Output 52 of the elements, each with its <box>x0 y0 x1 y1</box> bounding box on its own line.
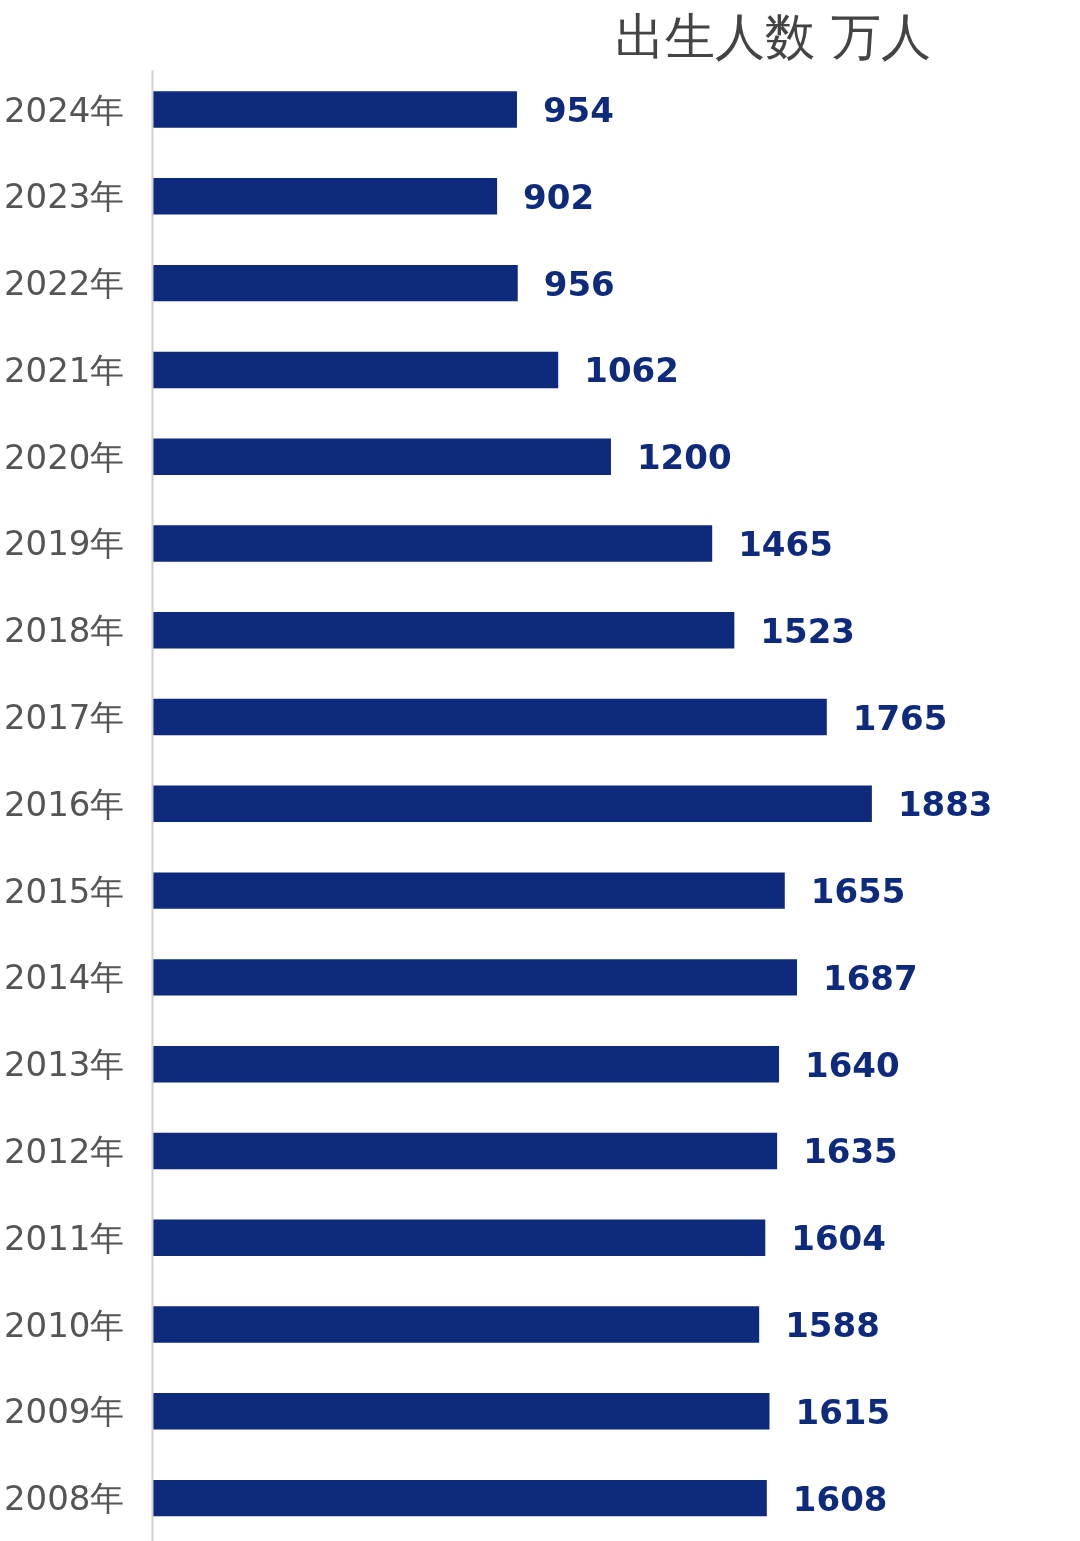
data-label: 1465 <box>738 523 833 564</box>
data-label: 954 <box>542 90 614 131</box>
bar <box>152 525 713 562</box>
y-tick-label: 2022年 <box>3 263 125 304</box>
data-label: 1655 <box>810 871 906 912</box>
data-label: 902 <box>523 176 595 217</box>
y-tick-label: 2017年 <box>3 697 125 738</box>
bar <box>152 1393 770 1430</box>
bar <box>152 178 498 215</box>
y-tick-label: 2008年 <box>3 1478 125 1519</box>
y-tick-label: 2020年 <box>3 436 125 477</box>
y-tick-label: 2018年 <box>3 610 125 651</box>
y-tick-label: 2016年 <box>3 783 125 824</box>
bar <box>152 785 872 823</box>
data-label: 956 <box>543 263 615 304</box>
data-label: 1588 <box>785 1305 880 1346</box>
y-tick-label: 2014年 <box>3 957 125 998</box>
bar <box>152 872 785 909</box>
y-tick-label: 2010年 <box>3 1304 125 1345</box>
y-tick-label: 2011年 <box>3 1217 125 1258</box>
bar <box>152 351 559 389</box>
y-tick-label: 2013年 <box>3 1044 125 1085</box>
bar <box>152 612 735 649</box>
bar <box>152 264 518 302</box>
data-label: 1615 <box>795 1391 891 1432</box>
y-tick-label: 2023年 <box>3 176 125 217</box>
bar <box>152 959 797 996</box>
data-label: 1604 <box>791 1218 886 1259</box>
bar <box>152 1479 767 1517</box>
bar <box>152 1219 766 1256</box>
chart-title: 出生人数 万人 <box>614 7 931 66</box>
data-label: 1640 <box>805 1044 900 1085</box>
data-label: 1200 <box>636 437 732 478</box>
data-label: 1062 <box>584 350 679 391</box>
y-tick-label: 2015年 <box>3 870 125 911</box>
y-tick-label: 2019年 <box>3 523 125 564</box>
data-label: 1523 <box>760 610 855 651</box>
data-label: 1687 <box>823 957 918 998</box>
data-label: 1765 <box>852 697 948 738</box>
y-tick-label: 2021年 <box>3 349 125 390</box>
bar <box>152 1045 780 1083</box>
data-label: 1883 <box>897 784 993 825</box>
bar <box>152 698 827 736</box>
bar <box>152 91 517 128</box>
data-label: 1608 <box>792 1478 888 1519</box>
bar <box>152 438 611 475</box>
bar <box>152 1306 760 1343</box>
y-tick-label: 2024年 <box>3 89 125 130</box>
y-tick-label: 2012年 <box>3 1130 125 1171</box>
bar <box>152 1132 778 1170</box>
data-label: 1635 <box>803 1131 898 1172</box>
y-tick-label: 2009年 <box>3 1391 125 1432</box>
